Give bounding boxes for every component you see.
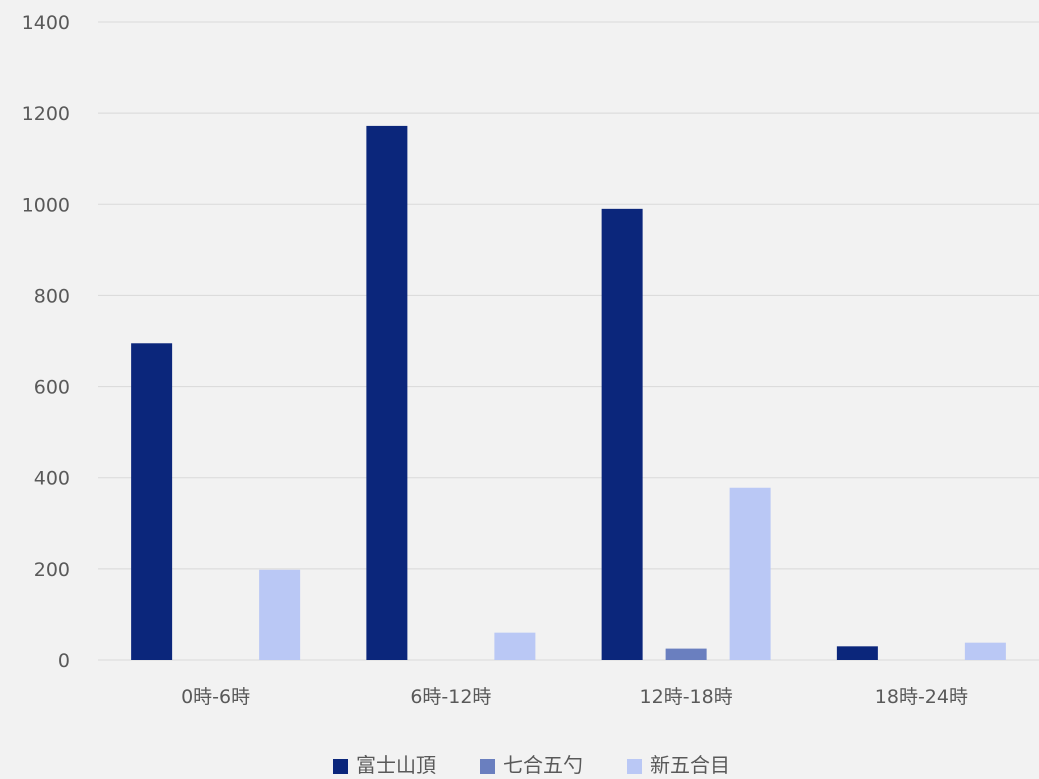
x-category-label: 18時-24時 [875, 686, 968, 708]
y-tick-label: 0 [58, 650, 70, 672]
bar [131, 343, 173, 660]
legend-label: 七合五勺 [503, 753, 583, 775]
bar [259, 569, 301, 660]
y-tick-label: 1000 [22, 194, 70, 216]
x-category-label: 0時-6時 [181, 686, 250, 708]
y-tick-label: 200 [34, 559, 70, 581]
legend-swatch [333, 759, 348, 774]
legend-label: 富士山頂 [356, 753, 436, 775]
y-axis-tick-labels: 0 200 400 600 800 1000 1200 1400 [22, 12, 70, 672]
y-tick-label: 600 [34, 377, 70, 399]
x-category-label: 6時-12時 [410, 686, 491, 708]
bar [729, 487, 771, 660]
x-axis-category-labels: 0時-6時 6時-12時 12時-18時 18時-24時 [181, 686, 968, 708]
gridlines [98, 21, 1039, 661]
y-tick-label: 1200 [22, 103, 70, 125]
bar [836, 646, 878, 660]
legend-swatch [480, 759, 495, 774]
y-tick-label: 1400 [22, 12, 70, 34]
bar [665, 648, 707, 660]
bar [601, 208, 643, 661]
bar [494, 632, 536, 660]
bar [366, 125, 408, 661]
legend-label: 新五合目 [650, 753, 730, 775]
bar [964, 642, 1006, 660]
x-category-label: 12時-18時 [640, 686, 733, 708]
bars [131, 125, 1006, 661]
y-tick-label: 400 [34, 468, 70, 490]
y-tick-label: 800 [34, 285, 70, 307]
legend: 富士山頂 七合五勺 新五合目 [333, 753, 730, 777]
legend-swatch [627, 759, 642, 774]
